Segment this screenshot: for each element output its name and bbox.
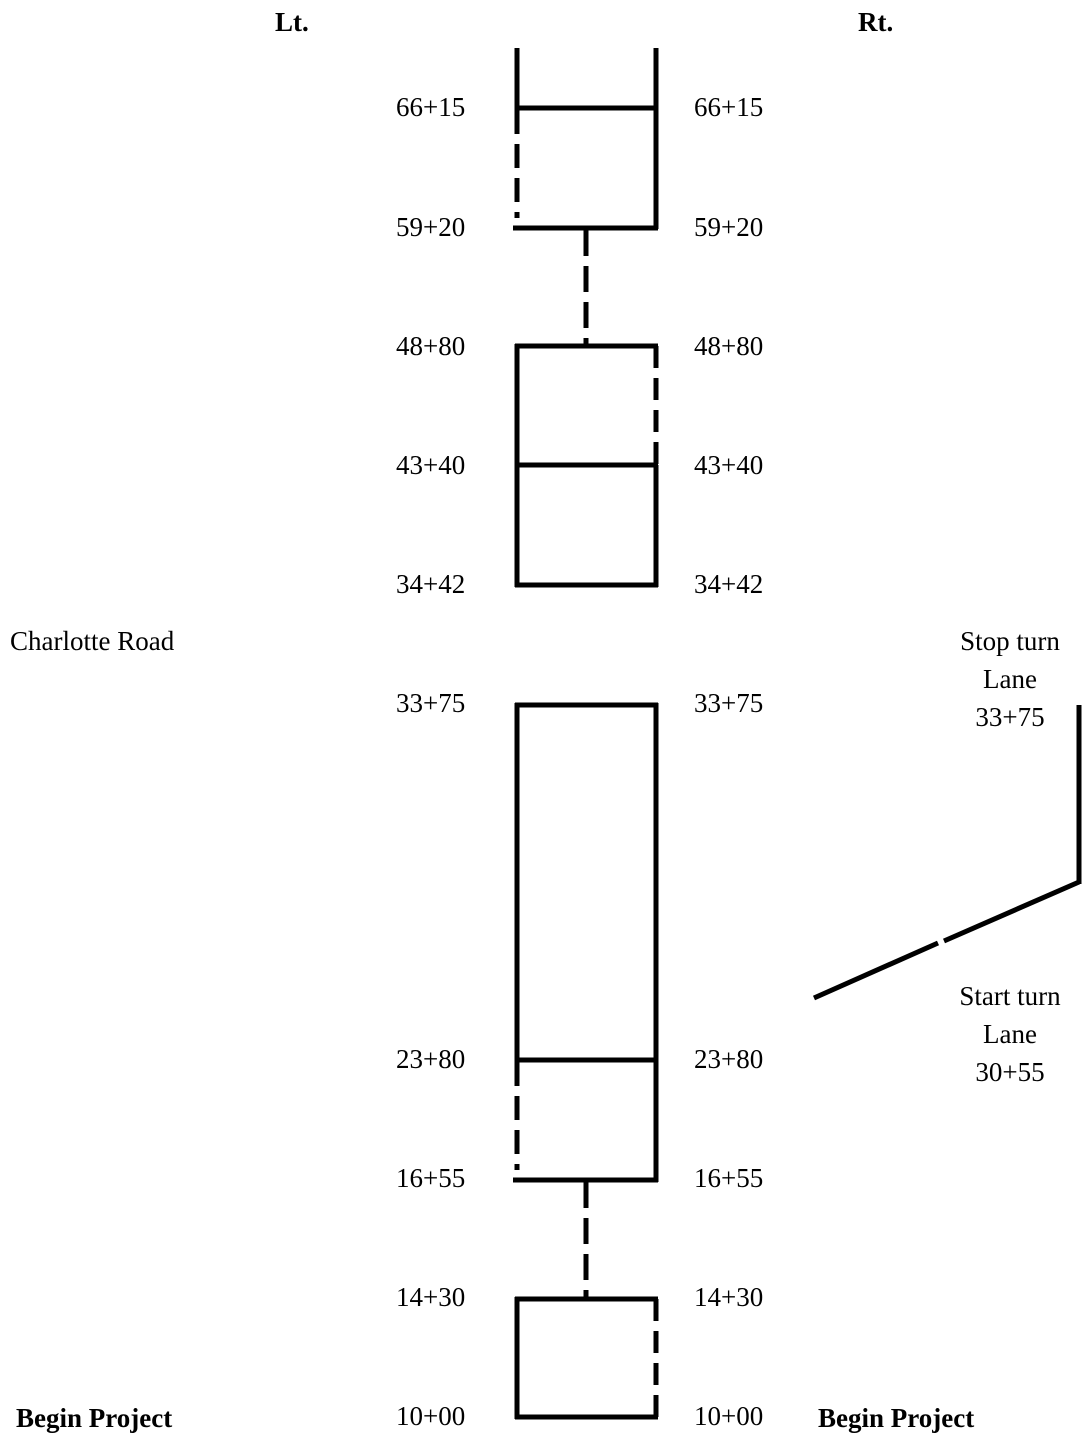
station-label-left: 59+20 — [396, 212, 466, 242]
station-label-right: 34+42 — [694, 569, 764, 599]
begin-project-left-label: Begin Project — [16, 1403, 173, 1433]
station-label-right: 59+20 — [694, 212, 764, 242]
station-label-right: 48+80 — [694, 331, 764, 361]
station-label-right: 16+55 — [694, 1163, 764, 1193]
station-label-left: 10+00 — [396, 1401, 466, 1431]
start-turn-station: 30+55 — [975, 1057, 1045, 1087]
station-label-right: 43+40 — [694, 450, 764, 480]
right-side-label: Rt. — [858, 7, 894, 37]
stop-turn-lane-label: Stop turn Lane 33+75 — [925, 622, 1090, 736]
station-label-left: 34+42 — [396, 569, 466, 599]
station-label-left: 16+55 — [396, 1163, 466, 1193]
station-label-right: 14+30 — [694, 1282, 764, 1312]
station-label-left: 43+40 — [396, 450, 466, 480]
stop-turn-line2: Lane — [983, 664, 1037, 694]
road-name-label: Charlotte Road — [10, 626, 175, 656]
turn-lane-taper-upper — [942, 879, 1081, 944]
station-label-right: 33+75 — [694, 688, 764, 718]
station-label-left: 23+80 — [396, 1044, 466, 1074]
stop-turn-station: 33+75 — [975, 702, 1045, 732]
station-label-left: 14+30 — [396, 1282, 466, 1312]
start-turn-lane-label: Start turn Lane 30+55 — [925, 977, 1090, 1091]
station-label-right: 66+15 — [694, 92, 764, 122]
left-side-label: Lt. — [275, 7, 309, 37]
station-label-left: 48+80 — [396, 331, 466, 361]
turn-lane-taper-lower — [812, 940, 940, 1001]
stop-turn-line1: Stop turn — [960, 626, 1060, 656]
station-label-right: 10+00 — [694, 1401, 764, 1431]
station-label-left: 33+75 — [396, 688, 466, 718]
station-label-left: 66+15 — [396, 92, 466, 122]
start-turn-line1: Start turn — [959, 981, 1061, 1011]
begin-project-right-label: Begin Project — [818, 1403, 975, 1433]
start-turn-line2: Lane — [983, 1019, 1037, 1049]
station-label-right: 23+80 — [694, 1044, 764, 1074]
